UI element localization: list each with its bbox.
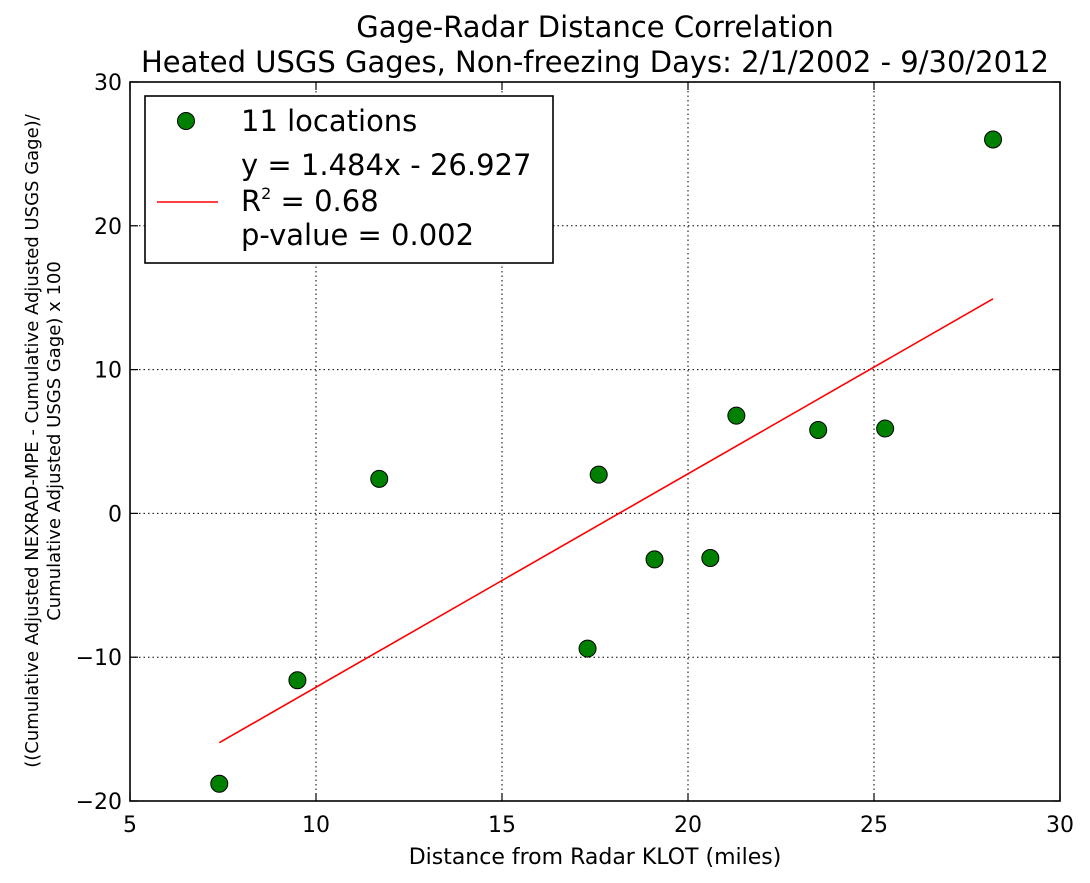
legend-label-pvalue: p-value = 0.002: [241, 218, 474, 252]
chart-title: Gage-Radar Distance Correlation: [356, 10, 834, 44]
data-point: [701, 548, 720, 567]
legend-r-prefix: R: [241, 184, 261, 218]
data-point: [210, 774, 229, 793]
y-tick-label: 0: [108, 502, 122, 527]
x-tick-label: 30: [1046, 813, 1074, 838]
plot-frame: [129, 81, 1061, 802]
x-tick-label: 15: [488, 813, 516, 838]
legend-box: [144, 95, 554, 264]
regression-line: [218, 298, 994, 744]
axis-ticks: 5 10 15 20 25 30 −20 −10 0 10 20 30: [76, 71, 1074, 838]
legend-r-suffix: = 0.68: [271, 184, 378, 218]
legend-label-rsquared: R2 = 0.68: [241, 184, 379, 218]
chart-subtitle: Heated USGS Gages, Non-freezing Days: 2/…: [141, 45, 1049, 79]
grid-lines: [130, 82, 1060, 801]
y-axis-label: ((Cumulative Adjusted NEXRAD-MPE - Cumul…: [22, 113, 65, 767]
y-tick-label: 10: [94, 359, 122, 384]
legend-label-scatter: 11 locations: [241, 104, 417, 138]
x-tick-label: 25: [860, 813, 888, 838]
x-axis-label: Distance from Radar KLOT (miles): [409, 845, 782, 870]
data-point: [589, 465, 608, 484]
y-tick-label: −20: [76, 790, 122, 815]
x-tick-label: 10: [302, 813, 330, 838]
data-point: [288, 671, 307, 690]
y-axis-label-line2: Cumulative Adjusted USGS Gage) x 100: [44, 261, 65, 621]
data-point: [578, 639, 597, 658]
x-tick-label: 5: [123, 813, 137, 838]
x-tick-label: 20: [674, 813, 702, 838]
data-point: [984, 130, 1003, 149]
legend-label-equation: y = 1.484x - 26.927: [241, 148, 531, 182]
legend-marker-scatter: [177, 112, 195, 130]
data-point: [370, 469, 389, 488]
y-tick-label: 20: [94, 215, 122, 240]
data-point: [727, 406, 746, 425]
legend-r-sup: 2: [261, 184, 271, 203]
data-point: [809, 420, 828, 439]
data-point: [876, 419, 895, 438]
y-tick-label: 30: [94, 71, 122, 96]
data-point: [645, 550, 664, 569]
y-tick-label: −10: [76, 646, 122, 671]
scatter-points: [210, 130, 1003, 793]
legend: 11 locations y = 1.484x - 26.927 R2 = 0.…: [144, 95, 554, 264]
y-axis-label-line1: ((Cumulative Adjusted NEXRAD-MPE - Cumul…: [22, 113, 43, 767]
